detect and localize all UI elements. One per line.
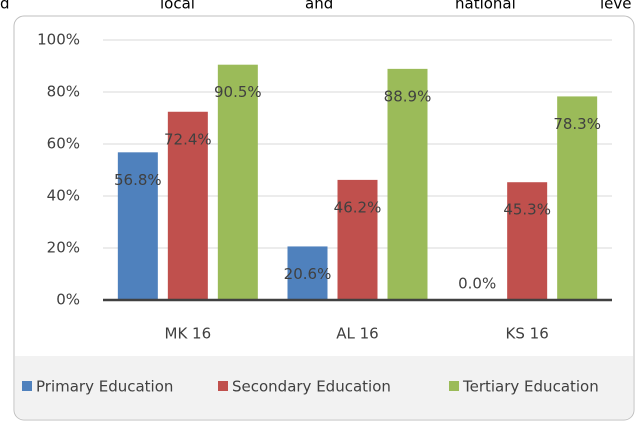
data-label: 88.9% [384,87,432,105]
legend-label: Primary Education [36,378,173,396]
top-text-fragment: local [160,0,195,13]
bar [387,68,428,300]
data-label: 45.3% [503,201,551,219]
y-tick-label: 40% [47,187,80,205]
data-label: 56.8% [114,171,162,189]
top-text-fragment: d [0,0,10,13]
top-text-fragment: leve [600,0,632,13]
bar [557,96,598,300]
x-tick-label: AL 16 [336,325,378,343]
y-tick-label: 60% [47,135,80,153]
y-tick-label: 0% [56,291,80,309]
data-label: 78.3% [553,115,601,133]
y-tick-label: 20% [47,239,80,257]
y-tick-label: 80% [47,83,80,101]
x-tick-label: KS 16 [506,325,549,343]
x-tick-label: MK 16 [165,325,212,343]
top-text-fragment: and [305,0,333,13]
data-label: 90.5% [214,83,262,101]
data-label: 72.4% [164,130,212,148]
top-text-fragment: national [455,0,516,13]
bar [287,246,328,300]
legend-label: Secondary Education [232,378,391,396]
legend-swatch [22,381,32,391]
legend-swatch [218,381,228,391]
bar [117,152,158,300]
legend-band [15,356,633,419]
bar [337,179,378,300]
data-label: 20.6% [284,265,332,283]
y-tick-label: 100% [37,31,80,49]
bar [507,182,548,300]
legend-swatch [449,381,459,391]
data-label: 46.2% [334,198,382,216]
data-label: 0.0% [458,275,496,293]
bar [167,111,208,300]
bar [217,64,258,300]
legend-label: Tertiary Education [462,378,599,396]
